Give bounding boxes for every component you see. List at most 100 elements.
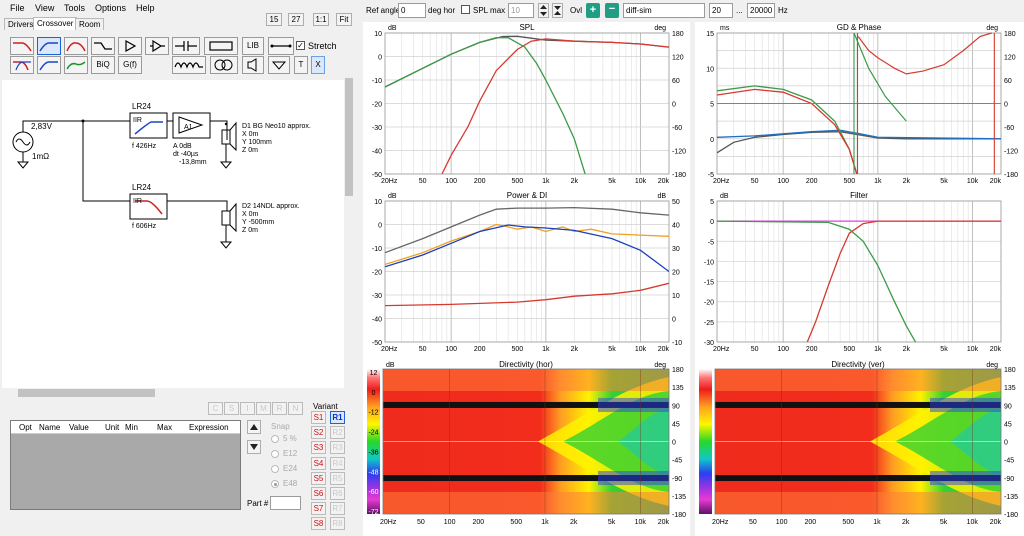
variant-recall-button-1[interactable]: R1	[330, 411, 345, 424]
highpass-blue-icon-2[interactable]	[37, 56, 61, 74]
variant-tool-button-4[interactable]: R	[272, 402, 287, 415]
transformer-icon[interactable]	[210, 56, 238, 74]
variant-save-button-5[interactable]: S5	[311, 471, 326, 485]
variant-recall-button-3[interactable]: R3	[330, 441, 345, 455]
tab-room[interactable]: Room	[75, 18, 105, 30]
dirh-rtick: -45	[672, 458, 682, 465]
zoom-fit-button[interactable]: Fit	[336, 13, 352, 26]
spl-range-icon[interactable]	[552, 3, 563, 18]
filter2-kind: IIR	[133, 198, 142, 205]
directivity-hor-plot[interactable]: Directivity (hor) dB deg 12 0 -12 -24 -36 -48 -60…	[363, 358, 690, 536]
x-button[interactable]: X	[311, 56, 325, 74]
gd-xtick: 10k	[967, 178, 979, 185]
variant-label: Variant	[313, 402, 338, 411]
variant-tool-button-1[interactable]: S	[224, 402, 239, 415]
inverting-amp-icon[interactable]	[145, 37, 169, 55]
move-up-button[interactable]	[247, 420, 261, 434]
lowpass-red-icon[interactable]	[10, 37, 34, 55]
power-ytick: -10	[372, 246, 382, 253]
freq-from-input[interactable]: 20	[709, 3, 733, 18]
wire-icon[interactable]	[268, 37, 294, 55]
schematic-vscrollbar[interactable]	[344, 66, 354, 388]
schematic-hscrollbar[interactable]	[2, 388, 344, 398]
snap-radio-0[interactable]	[271, 435, 279, 443]
snap-radio-1[interactable]	[271, 450, 279, 458]
variant-save-button-8[interactable]: S8	[311, 517, 326, 531]
lowpass-red-blue-icon[interactable]	[10, 56, 34, 74]
dirv-title: Directivity (ver)	[831, 360, 885, 369]
variant-tool-button-5[interactable]: N	[288, 402, 303, 415]
stretch-checkbox[interactable]: ✓	[296, 41, 305, 50]
overlay-name-input[interactable]: diff-sim	[623, 3, 705, 18]
hscroll-thumb[interactable]	[18, 389, 155, 397]
dirv-rtick: 135	[1004, 385, 1016, 392]
ground-icon[interactable]	[268, 56, 290, 74]
variant-recall-button-6[interactable]: R6	[330, 487, 345, 500]
variant-save-button-3[interactable]: S3	[311, 441, 326, 455]
gd-rtick: 60	[1004, 78, 1012, 85]
menu-view[interactable]: View	[35, 3, 55, 13]
tab-crossover[interactable]: Crossover	[33, 17, 78, 30]
resistor-icon[interactable]	[204, 37, 238, 55]
variant-tool-button-2[interactable]: I	[240, 402, 255, 415]
gd-phase-plot[interactable]: GD & Phase ms deg 15 10 5 0 -5 180 120 60 0 -60 -120-…	[695, 22, 1024, 190]
directivity-ver-plot[interactable]: Directivity (ver) deg 180 135 90 45 0 -45 -90 -13…	[695, 358, 1024, 536]
variant-recall-button-4[interactable]: R4	[330, 456, 345, 470]
zoom-15-button[interactable]: 15	[266, 13, 282, 26]
variant-tool-button-3[interactable]: M	[256, 402, 271, 415]
snap-radio-3[interactable]	[271, 480, 279, 488]
parameter-table[interactable]: Opt Name Value Unit Min Max Expression	[10, 420, 241, 510]
spl-xtick: 1k	[542, 178, 550, 185]
ref-angle-input[interactable]: 0	[398, 3, 426, 18]
shelf-filter-icon[interactable]	[91, 37, 115, 55]
biquad-button[interactable]: BiQ	[91, 56, 115, 74]
power-xtick: 5k	[608, 346, 616, 353]
inductor-icon[interactable]	[172, 56, 206, 74]
power-di-plot[interactable]: Power & DI dB dB 10 0 -10 -20 -30 -40 -50 50 40 30 20…	[363, 190, 690, 358]
overlay-add-icon[interactable]: +	[586, 3, 600, 18]
allpass-green-icon[interactable]	[64, 56, 88, 74]
speaker-icon[interactable]	[242, 56, 264, 74]
spl-max-input[interactable]: 10	[508, 3, 534, 18]
capacitor-icon[interactable]	[172, 37, 200, 55]
variant-recall-button-2[interactable]: R2	[330, 426, 345, 440]
gd-phase-green	[853, 32, 907, 122]
vscroll-thumb[interactable]	[345, 78, 353, 196]
filter-ytick: -15	[704, 280, 714, 287]
part-number-input[interactable]	[270, 496, 301, 510]
overlay-remove-icon[interactable]: −	[605, 3, 619, 18]
menu-file[interactable]: File	[10, 3, 25, 13]
filter-ytick: -20	[704, 300, 714, 307]
spl-max-checkbox[interactable]	[461, 5, 470, 14]
zoom-27-button[interactable]: 27	[288, 13, 304, 26]
schematic-canvas[interactable]: 2,83V 1mΩ LR24 IIR f 426Hz A1 A 0dB dt -…	[2, 80, 344, 388]
freq-to-input[interactable]: 20000	[747, 3, 775, 18]
buffer-amp-icon[interactable]	[118, 37, 142, 55]
menu-help[interactable]: Help	[136, 3, 155, 13]
menu-tools[interactable]: Tools	[64, 3, 86, 13]
filter-plot[interactable]: Filter dB 5 0 -5 -10 -15 -20 -25 -30 20Hz 50 100 200 5…	[695, 190, 1024, 358]
variant-save-button-4[interactable]: S4	[311, 456, 326, 470]
spl-plot[interactable]: SPL dB deg 10 0 -10 -20 -30 -40 -50 180 120 60 0 -60 -1…	[363, 22, 690, 190]
text-button[interactable]: T	[294, 56, 308, 74]
variant-save-button-2[interactable]: S2	[311, 426, 326, 440]
variant-recall-button-8[interactable]: R8	[330, 517, 345, 531]
col-opt: Opt	[19, 423, 32, 432]
bandpass-red-icon[interactable]	[64, 37, 88, 55]
move-down-button[interactable]	[247, 440, 261, 454]
variant-recall-button-7[interactable]: R7	[330, 502, 345, 516]
zoom-1to1-button[interactable]: 1:1	[313, 13, 329, 26]
library-button[interactable]: LIB	[242, 37, 264, 55]
variant-save-button-7[interactable]: S7	[311, 502, 326, 516]
dirh-xtick: 200	[472, 519, 484, 526]
filter1-box	[129, 112, 168, 139]
spl-stepper-icon[interactable]	[538, 3, 549, 18]
variant-save-button-1[interactable]: S1	[311, 411, 326, 424]
gf-button[interactable]: G(f)	[118, 56, 142, 74]
snap-radio-2[interactable]	[271, 465, 279, 473]
variant-save-button-6[interactable]: S6	[311, 487, 326, 500]
variant-tool-button-0[interactable]: C	[208, 402, 223, 415]
variant-recall-button-5[interactable]: R5	[330, 471, 345, 485]
menu-options[interactable]: Options	[95, 3, 127, 13]
highpass-blue-icon[interactable]	[37, 37, 61, 55]
